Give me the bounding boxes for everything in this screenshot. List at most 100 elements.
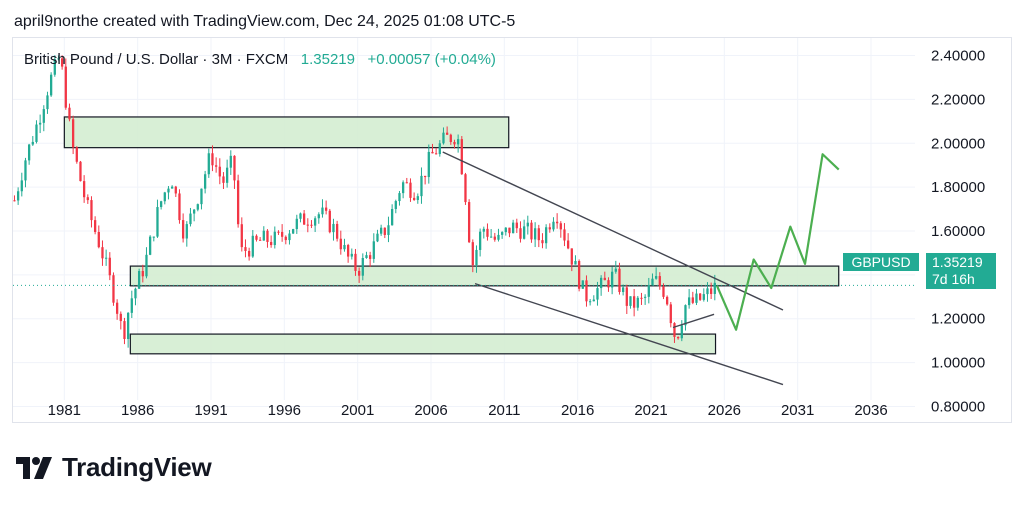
candle-body [640,297,643,299]
candle-body [233,155,236,181]
candle-body [49,74,53,96]
candle-body [596,288,599,300]
candle-body [423,175,427,178]
bar-countdown: 7d 16h [932,271,975,287]
candle-body [588,301,592,303]
candle-body [269,241,273,246]
candle-body [398,193,401,202]
candle-body [511,222,515,234]
candle-body [123,321,126,339]
candle-body [115,302,119,314]
candle-body [427,151,430,178]
candle-body [581,280,584,289]
candle-body [376,233,379,242]
candle-body [101,247,104,259]
candle-body [651,278,654,286]
candle-body [346,245,350,257]
candle-body [16,191,20,201]
x-tick-label: 2021 [634,402,667,419]
y-tick-label: 2.00000 [931,135,985,152]
candle-body [211,153,214,166]
candle-body [310,224,313,226]
candle-body [526,222,529,227]
candle-body [255,235,258,240]
candle-body [643,296,647,298]
candle-body [603,277,606,281]
candle-body [134,288,137,299]
candle-body [203,174,207,189]
candle-body [658,276,661,287]
candle-body [97,231,100,248]
candle-body [621,287,625,293]
candle-body [592,299,595,302]
symbol-change: +0.00057 (+0.04%) [367,51,496,68]
candle-body [614,268,617,272]
candle-body [357,270,361,276]
candle-body [167,188,170,193]
candle-body [687,297,691,306]
trendline [474,282,784,386]
candle-body [53,59,56,75]
x-tick-label: 2001 [341,402,374,419]
candle-body [75,147,78,162]
candle-body [35,124,38,142]
candle-body [148,236,152,255]
candle-body [669,304,672,324]
candle-body [291,229,295,234]
symbol-price: 1.35219 [300,51,355,68]
candle-body [434,153,438,155]
pair-label: GBPUSD [843,253,919,271]
candle-body [431,151,434,154]
candle-body [475,249,478,265]
y-tick-label: 2.40000 [931,48,985,65]
candle-body [207,153,210,175]
candle-body [453,141,456,145]
candle-body [405,182,408,184]
candle-body [130,298,133,313]
candle-body [695,293,698,303]
candle-body [676,336,680,339]
tradingview-logo-text: TradingView [62,452,212,482]
candle-body [240,224,243,248]
candle-body [64,66,67,108]
candle-body [559,223,562,230]
candle-body [354,253,357,271]
candle-body [108,257,111,276]
candle-body [574,261,577,265]
candle-body [486,228,489,237]
candle-body [192,209,196,214]
y-tick-label: 1.00000 [931,355,985,372]
tradingview-logo[interactable]: TradingView [16,452,212,483]
candle-body [236,180,240,225]
candle-body [533,228,537,240]
candle-body [13,200,16,202]
candle-body [409,182,412,198]
y-tick-label: 2.20000 [931,91,985,108]
candle-body [365,255,368,259]
author-header: april9northe created with TradingView.co… [14,13,516,30]
candle-body [698,293,702,300]
x-tick-label: 2006 [414,402,447,419]
tradingview-logo-icon [16,456,52,479]
candle-body [563,229,566,241]
candle-body [284,236,287,241]
candle-body [266,230,269,242]
candle-body [343,245,346,250]
candle-body [566,240,570,249]
candle-body [79,161,82,182]
chart-panel[interactable]: 2.400002.200002.000001.800001.600001.400… [12,37,1012,423]
candle-body [251,235,254,257]
current-price-label: 1.35219 [932,254,983,270]
symbol-name: British Pound / U.S. Dollar · 3M · FXCM [24,51,289,68]
candle-body [379,227,383,234]
candle-body [519,228,522,239]
candle-body [570,248,573,265]
candle-body [544,227,548,244]
candle-body [673,323,676,337]
candle-body [302,213,306,225]
price-chart[interactable]: 2.400002.200002.000001.800001.600001.400… [13,38,1013,424]
candle-body [654,276,658,279]
x-tick-label: 1996 [268,402,301,419]
candle-body [412,197,416,201]
candle-body [618,268,621,293]
